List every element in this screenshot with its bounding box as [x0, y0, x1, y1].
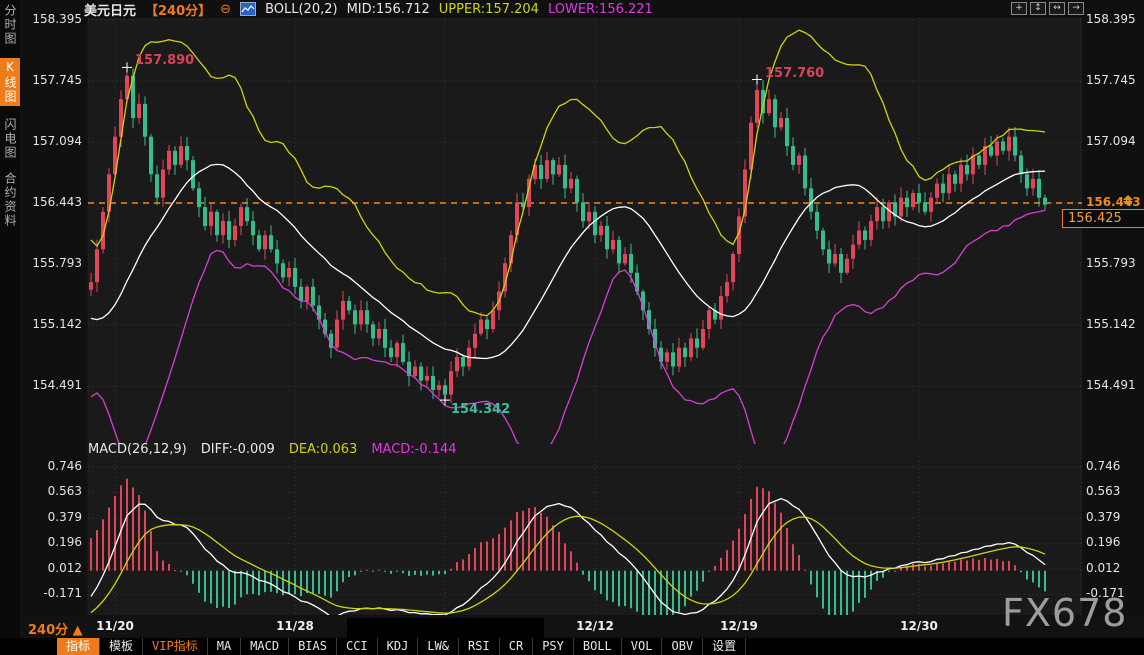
- price-annotation: 157.890: [135, 53, 194, 68]
- price-annotation: 154.342: [451, 402, 510, 417]
- price-tick-right: 155.142: [1086, 317, 1136, 331]
- macd-tick-left: 0.379: [20, 510, 82, 524]
- boll-indicator-label: BOLL(20,2): [265, 2, 338, 17]
- macd-tick-left: -0.171: [20, 586, 82, 600]
- collapse-icon[interactable]: ⊖: [220, 2, 231, 17]
- toolbar-item-设置[interactable]: 设置: [703, 638, 746, 655]
- date-axis: 240分 ▲ 11/20 11/28 12/12 12/19 12/30: [20, 616, 1144, 638]
- date-tick-12-30: 12/30: [900, 619, 938, 633]
- toolbar-item-MACD[interactable]: MACD: [241, 638, 289, 655]
- sidebar-item-2[interactable]: K线图: [0, 58, 20, 106]
- price-tick-left: 157.094: [20, 134, 82, 148]
- price-chart-svg: [0, 0, 1144, 655]
- toolbar-item-KDJ[interactable]: KDJ: [378, 638, 419, 655]
- indicator-toolbar: 指标模板VIP指标MAMACDBIASCCIKDJLW&RSICRPSYBOLL…: [0, 638, 1144, 655]
- boll-mid-value: MID:156.712: [347, 2, 430, 17]
- boll-upper-value: UPPER:157.204: [439, 2, 539, 17]
- pan-right-icon[interactable]: →: [1068, 2, 1084, 15]
- chart-area[interactable]: 158.395 158.395 157.745 157.745 157.094 157.0…: [0, 0, 1144, 655]
- chart-type-icon[interactable]: [240, 2, 256, 16]
- toolbar-item-VIP指标[interactable]: VIP指标: [143, 638, 208, 655]
- macd-tick-left: 0.563: [20, 484, 82, 498]
- macd-macd-value: MACD:-0.144: [371, 442, 456, 457]
- macd-tick-left: 0.746: [20, 459, 82, 473]
- toolbar-item-LW&[interactable]: LW&: [418, 638, 459, 655]
- scale-vertical-icon[interactable]: ↕: [1030, 2, 1046, 15]
- price-tick-left: 154.491: [20, 378, 82, 392]
- price-tick-left: 155.793: [20, 256, 82, 270]
- price-tick-right: 157.094: [1086, 134, 1136, 148]
- date-tick-11-20: 11/20: [96, 619, 134, 633]
- macd-tick-left: 0.196: [20, 535, 82, 549]
- sidebar-item-3[interactable]: 闪电图: [0, 118, 20, 160]
- toolbar-item-VOL[interactable]: VOL: [622, 638, 663, 655]
- macd-header: MACD(26,12,9) DIFF:-0.009 DEA:0.063 MACD…: [88, 442, 457, 457]
- macd-dea-value: DEA:0.063: [289, 442, 358, 457]
- sidebar-item-4[interactable]: 合约资料: [0, 172, 20, 228]
- toolbar-item-BOLL[interactable]: BOLL: [574, 638, 622, 655]
- macd-tick-right: 0.012: [1086, 561, 1120, 575]
- macd-title: MACD(26,12,9): [88, 442, 187, 457]
- price-tick-left: 158.395: [20, 12, 82, 26]
- crosshair-icon[interactable]: +: [1011, 2, 1027, 15]
- toolbar-item-BIAS[interactable]: BIAS: [289, 638, 337, 655]
- toolbar-item-OBV[interactable]: OBV: [662, 638, 703, 655]
- price-tick-left: 157.745: [20, 73, 82, 87]
- chart-application: 分时图 K线图闪电图合约资料 美元日元 【240分】 ⊖ BOLL(20,2) M…: [0, 0, 1144, 655]
- toolbar-item-模板[interactable]: 模板: [100, 638, 143, 655]
- sidebar-item-1[interactable]: 分时图: [0, 4, 20, 46]
- price-tick-right: 158.395: [1086, 12, 1136, 26]
- toolbar-item-CCI[interactable]: CCI: [337, 638, 378, 655]
- date-tick-11-28: 11/28: [276, 619, 314, 633]
- redaction-box: [347, 618, 544, 638]
- price-tick-right: 155.793: [1086, 256, 1136, 270]
- macd-tick-right: 0.196: [1086, 535, 1120, 549]
- macd-tick-right: 0.563: [1086, 484, 1120, 498]
- price-tick-left: 155.142: [20, 317, 82, 331]
- price-tick-left: 156.443: [20, 195, 82, 209]
- date-tick-12-19: 12/19: [720, 619, 758, 633]
- macd-tick-right: 0.379: [1086, 510, 1120, 524]
- current-price-box: 156.425: [1062, 209, 1144, 228]
- period-label[interactable]: 【240分】: [145, 0, 211, 19]
- toolbar-item-CR[interactable]: CR: [500, 638, 533, 655]
- period-indicator[interactable]: 240分 ▲: [28, 619, 83, 638]
- price-tick-right: 157.745: [1086, 73, 1136, 87]
- toolbar-spacer: [0, 638, 57, 655]
- price-tick-right: 154.491: [1086, 378, 1136, 392]
- date-tick-12-12: 12/12: [576, 619, 614, 633]
- price-annotation: 157.760: [765, 66, 824, 81]
- chart-header: 美元日元 【240分】 ⊖ BOLL(20,2) MID:156.712 UPP…: [84, 0, 653, 18]
- toolbar-item-PSY[interactable]: PSY: [533, 638, 574, 655]
- macd-tick-right: 0.746: [1086, 459, 1120, 473]
- boll-lower-value: LOWER:156.221: [548, 2, 653, 17]
- watermark: FX678: [1002, 591, 1127, 635]
- macd-diff-value: DIFF:-0.009: [201, 442, 275, 457]
- toolbar-item-指标[interactable]: 指标: [57, 638, 100, 655]
- left-sidebar: 分时图 K线图闪电图合约资料: [0, 0, 20, 655]
- toolbar-item-MA[interactable]: MA: [208, 638, 241, 655]
- scale-horizontal-icon[interactable]: ↔: [1049, 2, 1065, 15]
- chart-toolbar-icons: +↕↔→: [1011, 2, 1084, 15]
- toolbar-item-RSI[interactable]: RSI: [459, 638, 500, 655]
- macd-tick-left: 0.012: [20, 561, 82, 575]
- symbol-label: 美元日元: [84, 0, 136, 19]
